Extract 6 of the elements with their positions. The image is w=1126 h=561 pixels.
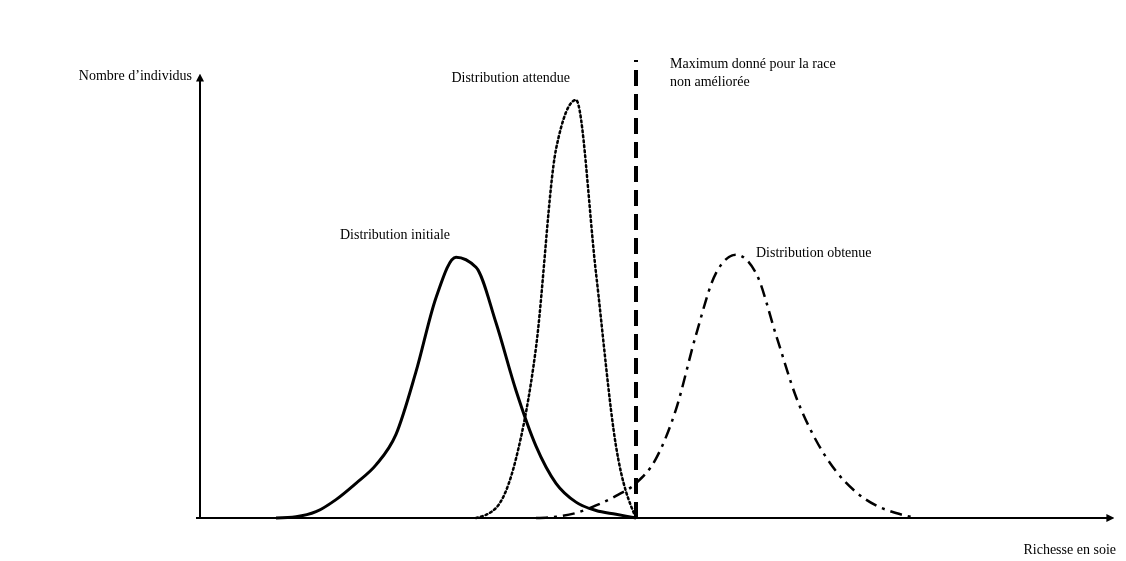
- text: Maximum donné pour la race non améliorée: [670, 56, 836, 89]
- series-label: Distribution attendue: [451, 70, 570, 85]
- x-axis-title: Richesse en soie: [1023, 542, 1116, 557]
- series-label: Distribution initiale: [339, 227, 450, 243]
- series-label: Distribution obtenue: [756, 244, 872, 260]
- y-axis-title: Nombre d’individus: [78, 68, 192, 83]
